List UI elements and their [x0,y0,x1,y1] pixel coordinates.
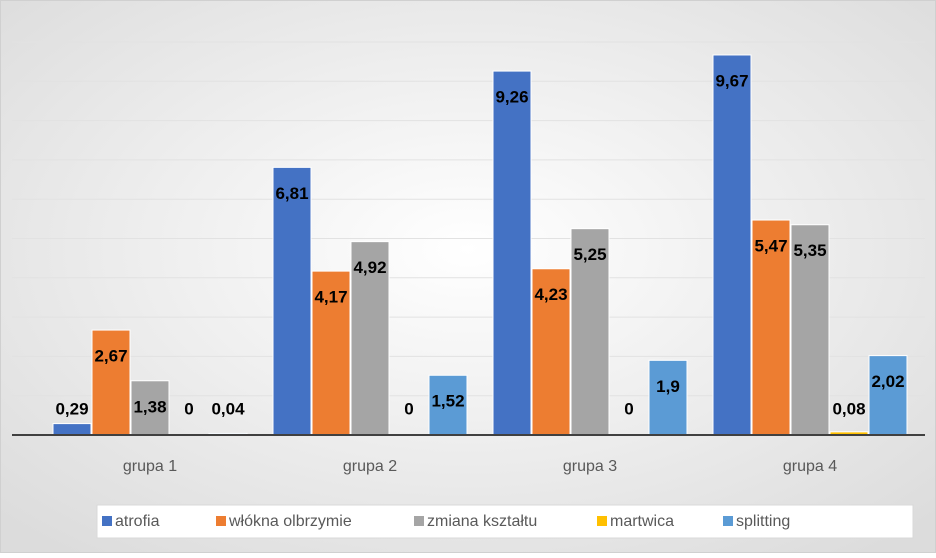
legend-swatch [723,516,733,526]
bar [311,270,351,436]
data-label: 4,92 [353,258,386,277]
data-label: 9,67 [715,71,748,90]
bar [648,359,688,436]
data-label: 1,52 [431,392,464,411]
bar [272,166,312,436]
legend-swatch [414,516,424,526]
data-label: 0 [624,399,633,418]
data-label: 1,38 [133,397,166,416]
legend-label: martwica [610,513,674,530]
data-label: 2,02 [871,372,904,391]
data-label: 1,9 [656,377,680,396]
x-tick-label: grupa 1 [123,458,177,475]
data-label: 5,47 [754,237,787,256]
data-label: 0 [404,399,413,418]
data-label: 0,04 [211,399,245,418]
x-tick-label: grupa 3 [563,458,617,475]
legend-label: atrofia [115,513,160,530]
x-tick-label: grupa 4 [783,458,837,475]
data-label: 0 [184,399,193,418]
bar [531,268,571,436]
legend-swatch [102,516,112,526]
bar [712,54,752,436]
data-label: 6,81 [275,184,308,203]
data-label: 0,29 [55,399,88,418]
bar [130,380,170,436]
legend-label: włókna olbrzymie [228,513,352,530]
data-label: 9,26 [495,88,528,107]
data-label: 2,67 [94,347,127,366]
data-label: 5,35 [793,241,826,260]
data-label: 5,25 [573,245,606,264]
x-tick-label: grupa 2 [343,458,397,475]
legend-box [96,504,914,539]
bar [350,241,390,436]
bar [52,423,92,436]
bar [492,70,532,436]
bar [868,355,908,436]
bar [790,224,830,436]
legend-swatch [597,516,607,526]
legend-label: zmiana kształtu [427,513,537,530]
bar [428,374,468,436]
bar [751,219,791,436]
legend-swatch [216,516,226,526]
legend-label: splitting [736,513,790,530]
data-label: 0,08 [832,399,865,418]
data-label: 4,17 [314,288,347,307]
data-label: 4,23 [534,285,567,304]
